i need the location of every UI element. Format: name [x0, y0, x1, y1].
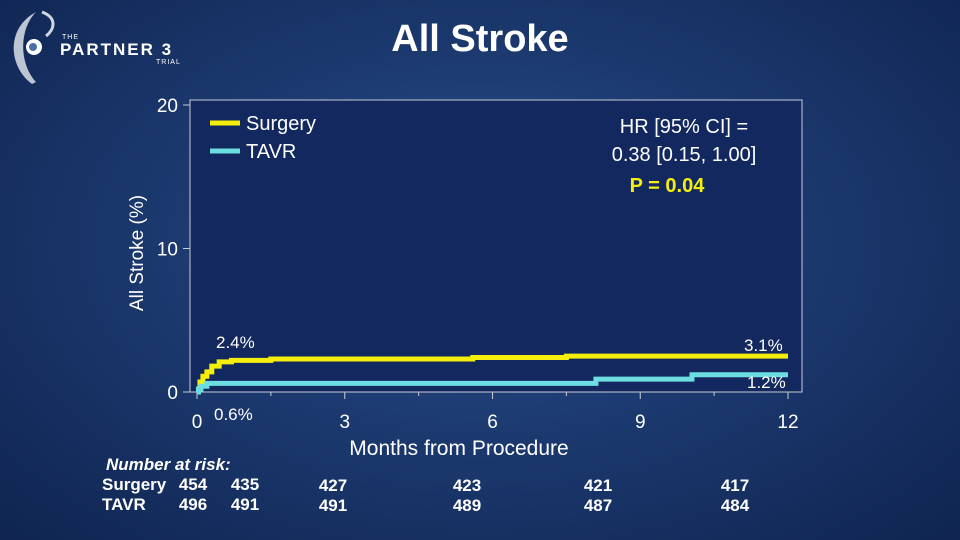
risk-value-surgery: 421	[583, 476, 613, 495]
label-tavr-final: 1.2%	[747, 373, 786, 392]
risk-value-surgery: 423	[452, 476, 482, 495]
legend-label-surgery: Surgery	[246, 113, 316, 135]
y-tick-label: 10	[157, 240, 178, 261]
x-tick-label: 9	[635, 412, 646, 433]
risk-row-label-tavr: TAVR	[102, 495, 146, 514]
x-tick-label: 3	[339, 412, 350, 433]
x-tick-label: 12	[777, 412, 798, 433]
hr-text-line1: HR [95% CI] =	[620, 116, 748, 138]
risk-value-surgery: 417	[720, 476, 750, 495]
label-surgery-30d: 2.4%	[216, 333, 255, 352]
p-value: P = 0.04	[630, 175, 706, 197]
series-line-tavr	[195, 372, 788, 395]
x-axis-title: Months from Procedure	[349, 437, 568, 460]
risk-value-tavr: 496	[178, 495, 208, 514]
x-tick-label: 0	[192, 412, 203, 433]
hr-text-line2: 0.38 [0.15, 1.00]	[612, 144, 757, 166]
risk-value-tavr: 487	[583, 496, 613, 515]
slide-title: All Stroke	[391, 18, 569, 60]
y-tick-label: 0	[167, 383, 178, 404]
series-line-surgery	[195, 353, 788, 395]
label-surgery-final: 3.1%	[744, 336, 783, 355]
risk-value-tavr: 491	[318, 496, 348, 515]
risk-value-surgery: 435	[230, 475, 260, 494]
svg-text:PARTNER 3: PARTNER 3	[60, 40, 173, 59]
risk-value-surgery: 427	[318, 476, 348, 495]
risk-table-header: Number at risk:	[106, 455, 231, 474]
svg-text:TRIAL: TRIAL	[156, 59, 181, 66]
partner3-logo: THE PARTNER 3 TRIAL	[13, 10, 181, 84]
y-tick-label: 20	[157, 96, 178, 117]
risk-value-tavr: 484	[720, 496, 750, 515]
risk-value-tavr: 489	[452, 496, 482, 515]
x-tick-label: 6	[487, 412, 498, 433]
risk-value-tavr: 491	[230, 495, 260, 514]
svg-text:THE: THE	[62, 34, 79, 41]
risk-row-label-surgery: Surgery	[102, 475, 167, 494]
legend-label-tavr: TAVR	[246, 141, 296, 163]
label-tavr-30d: 0.6%	[214, 405, 253, 424]
risk-value-surgery: 454	[178, 475, 208, 494]
y-axis-title: All Stroke (%)	[127, 195, 148, 311]
plot-area	[189, 99, 803, 393]
